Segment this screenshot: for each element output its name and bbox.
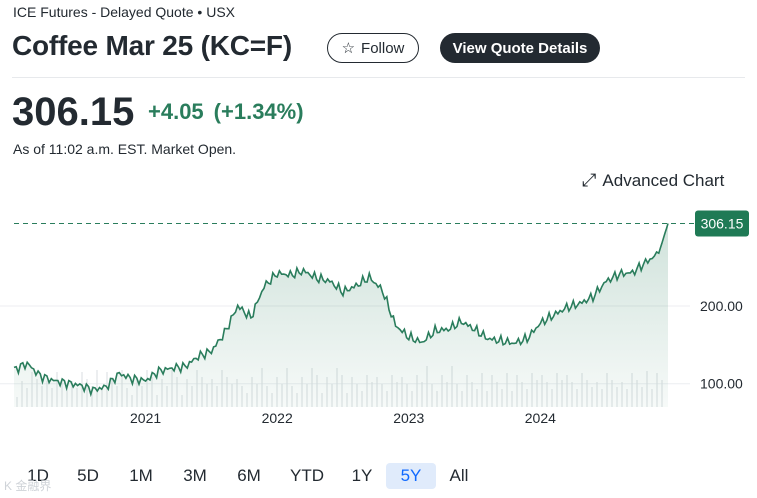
range-3m[interactable]: 3M <box>183 466 207 485</box>
y-tick-label: 100.00 <box>700 376 743 392</box>
range-ytd[interactable]: YTD <box>290 466 324 485</box>
watermark: K 金融界 <box>4 479 52 493</box>
range-1d[interactable]: 1D <box>27 466 49 485</box>
current-price-tag <box>695 210 749 237</box>
change-value: +4.05 <box>148 99 204 124</box>
current-price: 306.15 <box>12 90 135 134</box>
star-icon: ☆ <box>341 39 356 57</box>
advanced-chart-link[interactable]: ⤢ Advanced Chart <box>582 170 724 191</box>
range-1m[interactable]: 1M <box>129 466 153 485</box>
advanced-chart-label: Advanced Chart <box>602 170 725 190</box>
exchange-info: ICE Futures - Delayed Quote • USX <box>13 4 235 20</box>
range-5y[interactable]: 5Y <box>386 463 436 489</box>
view-quote-details-button[interactable]: View Quote Details <box>440 33 600 63</box>
follow-button[interactable]: ☆ Follow <box>327 33 419 63</box>
price-chart[interactable]: 100.00 200.00 306.15 2021 2022 2023 2024 <box>0 195 757 435</box>
range-selector: 1D 5D 1M 3M 6M YTD 1Y 5Y All <box>14 463 482 489</box>
x-tick-label: 2024 <box>525 410 556 426</box>
change-percent: (+1.34%) <box>213 99 304 124</box>
range-1y[interactable]: 1Y <box>351 466 373 485</box>
y-tick-label: 200.00 <box>700 298 743 314</box>
price-area <box>14 223 668 407</box>
range-6m[interactable]: 6M <box>237 466 261 485</box>
price-line <box>13 223 669 398</box>
range-5d[interactable]: 5D <box>77 466 99 485</box>
current-price-tag-label: 306.15 <box>701 216 744 232</box>
expand-arrows-icon: ⤢ <box>582 170 597 190</box>
range-all[interactable]: All <box>449 466 469 485</box>
x-tick-label: 2023 <box>393 410 424 426</box>
as-of-timestamp: As of 11:02 a.m. EST. Market Open. <box>13 141 237 157</box>
follow-label: Follow <box>361 39 405 57</box>
x-tick-label: 2022 <box>262 410 293 426</box>
page-title: Coffee Mar 25 (KC=F) <box>12 30 292 61</box>
header-divider <box>12 77 745 78</box>
x-tick-label: 2021 <box>130 410 161 426</box>
price-change: +4.05 (+1.34%) <box>148 99 314 125</box>
